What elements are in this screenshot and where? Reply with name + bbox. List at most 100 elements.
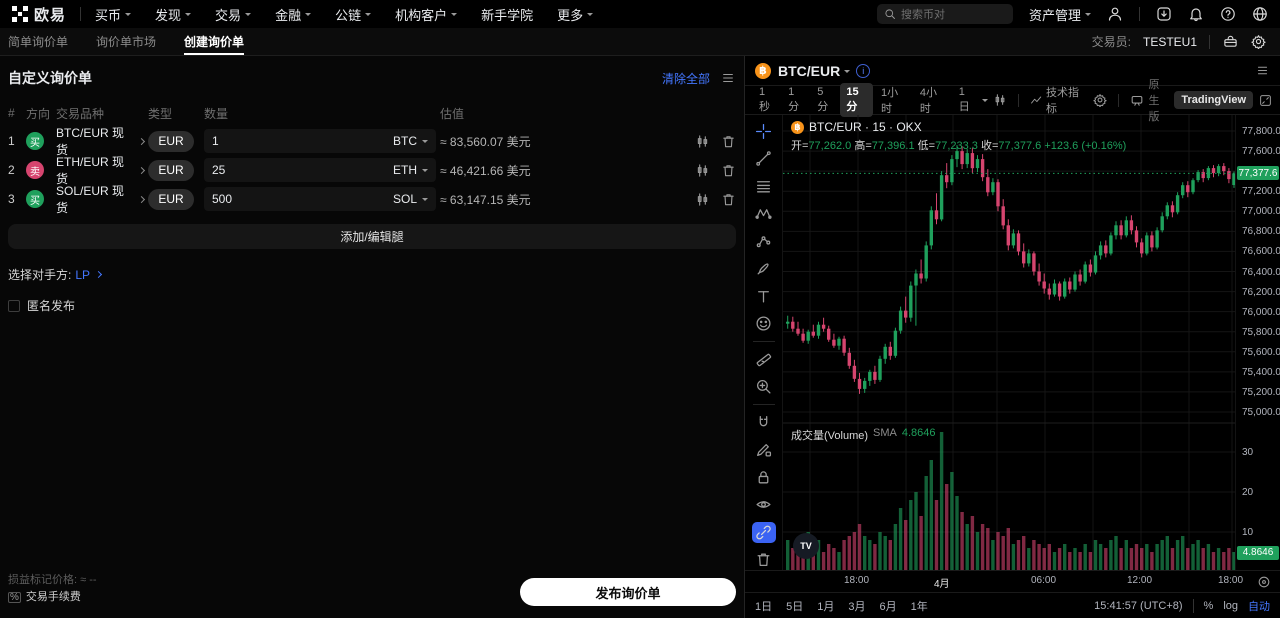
crosshair-tool-icon[interactable]: [752, 121, 776, 142]
fullscreen-expand-icon[interactable]: [1259, 92, 1272, 108]
sync-link-tool-icon[interactable]: [751, 522, 776, 543]
interval-1s[interactable]: 1秒: [759, 86, 770, 113]
auto-scale-toggle[interactable]: 自动: [1248, 600, 1270, 613]
interval-5m[interactable]: 5分: [817, 86, 829, 113]
add-edit-leg-button[interactable]: 添加/编辑腿: [8, 224, 736, 249]
download-app-icon[interactable]: [1156, 6, 1172, 22]
pair-selector[interactable]: BTC/EUR 现货: [56, 124, 146, 158]
fib-tool-icon[interactable]: [752, 176, 776, 197]
currency-pill[interactable]: EUR: [148, 188, 194, 210]
tab-create-rfq[interactable]: 创建询价单: [184, 28, 245, 55]
menu-item-academy[interactable]: 新手学院: [481, 7, 534, 23]
currency-pill[interactable]: EUR: [148, 159, 194, 181]
candle-style-icon[interactable]: [990, 93, 1010, 107]
leg-chart-icon[interactable]: [694, 133, 710, 149]
toolbox-icon[interactable]: [1222, 34, 1238, 50]
price-axis[interactable]: 77,800.0 77,600.0 77,200.0 77,000.0 76,800.0…: [1235, 115, 1280, 570]
notifications-bell-icon[interactable]: [1188, 6, 1204, 22]
time-axis[interactable]: 18:00 4月 06:00 12:00 18:00: [745, 570, 1280, 592]
amount-input[interactable]: [212, 134, 352, 148]
measure-ruler-icon[interactable]: [752, 349, 776, 370]
currency-pill[interactable]: EUR: [148, 130, 194, 152]
range-5d[interactable]: 5日: [786, 600, 804, 613]
chevron-down-icon[interactable]: [981, 99, 988, 105]
menu-item-institutional[interactable]: 机构客户: [395, 5, 458, 24]
forecast-tool-icon[interactable]: [752, 231, 776, 252]
menu-item-trade[interactable]: 交易: [215, 5, 252, 24]
native-version-toggle[interactable]: 原生版: [1148, 79, 1160, 123]
search-input[interactable]: 搜索币对: [876, 4, 1013, 24]
amount-input[interactable]: [212, 163, 352, 177]
amount-field[interactable]: SOL: [204, 187, 436, 211]
unit-selector[interactable]: BTC: [393, 134, 428, 148]
help-icon[interactable]: [1220, 6, 1236, 22]
clock[interactable]: 15:41:57 (UTC+8): [1094, 599, 1183, 612]
log-scale-toggle[interactable]: log: [1223, 599, 1238, 612]
unit-selector[interactable]: SOL: [393, 192, 428, 206]
tab-simple-rfq[interactable]: 简单询价单: [8, 35, 69, 49]
asset-management-menu[interactable]: 资产管理: [1029, 5, 1091, 24]
magnet-tool-icon[interactable]: [752, 412, 776, 433]
clear-all-button[interactable]: 清除全部: [661, 71, 710, 86]
publish-rfq-button[interactable]: 发布询价单: [520, 578, 736, 606]
trendline-tool-icon[interactable]: [752, 149, 776, 170]
user-icon[interactable]: [1107, 6, 1123, 22]
okx-logo[interactable]: 欧易: [12, 4, 66, 25]
range-1mo[interactable]: 1月: [817, 600, 835, 613]
chart-canvas[interactable]: ฿ BTC/EUR · 15 · OKX 开=77,262.0 高=77,396…: [783, 115, 1235, 570]
anonymous-checkbox[interactable]: [8, 299, 20, 312]
tab-rfq-market[interactable]: 询价单市场: [96, 35, 157, 49]
delete-leg-icon[interactable]: [720, 133, 736, 149]
range-3mo[interactable]: 3月: [848, 600, 866, 613]
interval-1m[interactable]: 1分: [788, 86, 800, 113]
interval-1h[interactable]: 1小时: [880, 87, 899, 115]
menu-item-more[interactable]: 更多: [557, 5, 594, 24]
chart-menu-icon[interactable]: [1254, 63, 1270, 79]
interval-1d[interactable]: 1日: [958, 86, 970, 113]
emoji-tool-icon[interactable]: [752, 314, 776, 335]
draw-lock-tool-icon[interactable]: [752, 440, 776, 461]
interval-15m[interactable]: 15分: [840, 83, 873, 117]
leg-value: ≈ 83,560.07 美元: [440, 134, 531, 149]
leg-row-1: 1 买 BTC/EUR 现货 EUR BTC ≈ 83,560.07 美元: [0, 124, 744, 157]
leg-chart-icon[interactable]: [694, 162, 710, 178]
indicators-button[interactable]: 技术指标: [1027, 84, 1088, 116]
unit-selector[interactable]: ETH: [393, 163, 428, 177]
chevron-right-icon: [94, 270, 103, 279]
menu-item-discover[interactable]: 发现: [155, 5, 192, 24]
info-icon[interactable]: i: [856, 63, 871, 78]
chevron-down-icon[interactable]: [844, 69, 851, 76]
menu-item-finance[interactable]: 金融: [275, 5, 312, 24]
percent-scale-toggle[interactable]: %: [1203, 599, 1214, 612]
delete-leg-icon[interactable]: [720, 191, 736, 207]
hide-drawings-eye-icon[interactable]: [752, 495, 776, 516]
range-6mo[interactable]: 6月: [879, 600, 897, 613]
settings-gear-icon[interactable]: [1250, 34, 1266, 50]
snapshot-camera-icon[interactable]: [1127, 93, 1147, 107]
pair-selector[interactable]: ETH/EUR 现货: [56, 153, 146, 187]
go-to-realtime-icon[interactable]: [1256, 574, 1272, 590]
remove-drawings-trash-icon[interactable]: [752, 550, 776, 571]
text-tool-icon[interactable]: [752, 286, 776, 307]
lock-all-tool-icon[interactable]: [752, 467, 776, 488]
amount-field[interactable]: BTC: [204, 129, 436, 153]
language-globe-icon[interactable]: [1252, 6, 1268, 22]
interval-4h[interactable]: 4小时: [919, 87, 937, 115]
counterparty-value[interactable]: LP: [75, 267, 91, 282]
zoom-in-tool-icon[interactable]: [752, 377, 776, 398]
pair-selector[interactable]: SOL/EUR 现货: [56, 182, 146, 216]
tradingview-toggle[interactable]: TradingView: [1174, 91, 1253, 109]
candlestick-chart[interactable]: [783, 115, 1235, 570]
menu-item-buy[interactable]: 买币: [95, 5, 132, 24]
range-1d[interactable]: 1日: [755, 600, 773, 613]
amount-field[interactable]: ETH: [204, 158, 436, 182]
menu-item-chain[interactable]: 公链: [335, 5, 372, 24]
amount-input[interactable]: [212, 192, 352, 206]
brush-tool-icon[interactable]: [752, 259, 776, 280]
delete-leg-icon[interactable]: [720, 162, 736, 178]
collapse-list-icon[interactable]: [720, 70, 736, 86]
leg-chart-icon[interactable]: [694, 191, 710, 207]
range-1y[interactable]: 1年: [910, 600, 928, 613]
chart-settings-gear-icon[interactable]: [1090, 93, 1110, 107]
pattern-tool-icon[interactable]: [752, 204, 776, 225]
